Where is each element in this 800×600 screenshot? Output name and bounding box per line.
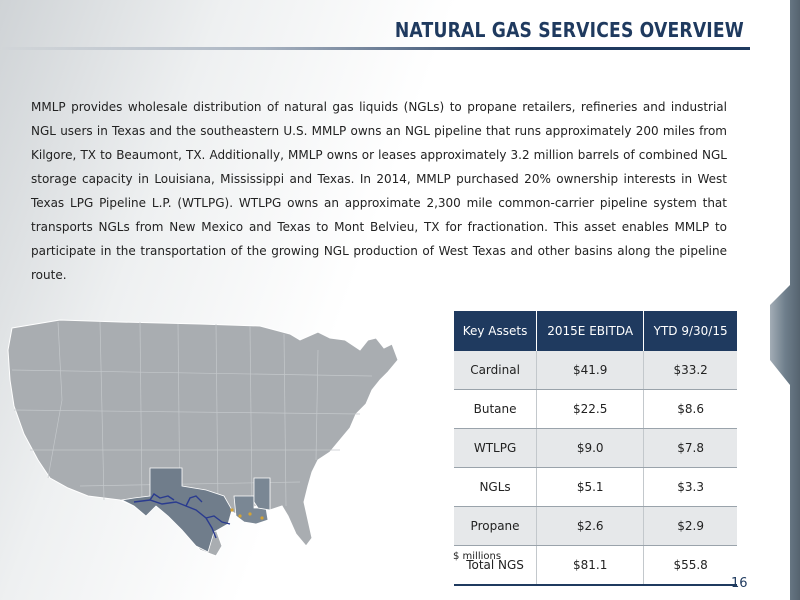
- mississippi-highlight: [253, 477, 271, 511]
- key-assets-table: Key Assets 2015E EBITDA YTD 9/30/15 Card…: [454, 311, 737, 586]
- table-cell: $5.1: [536, 467, 645, 507]
- table-cell: WTLPG: [454, 428, 538, 468]
- column-header-ytd: YTD 9/30/15: [643, 311, 737, 351]
- table-row: Propane $2.6 $2.9: [454, 506, 737, 546]
- title-underline: [0, 47, 750, 50]
- pipeline-routes: [133, 493, 231, 539]
- table-row: NGLs $5.1 $3.3: [454, 467, 737, 507]
- table-cell: $9.0: [536, 428, 645, 468]
- overview-paragraph: MMLP provides wholesale distribution of …: [31, 100, 727, 282]
- table-cell: NGLs: [454, 467, 538, 507]
- texas-highlight: [120, 467, 233, 553]
- table-header-row: Key Assets 2015E EBITDA YTD 9/30/15: [454, 311, 737, 351]
- table-cell: $2.6: [536, 506, 645, 546]
- page-title: NATURAL GAS SERVICES OVERVIEW: [394, 18, 744, 42]
- us-map-outline: [7, 319, 399, 557]
- table-cell: Cardinal: [454, 351, 538, 390]
- table-row: Butane $22.5 $8.6: [454, 389, 737, 429]
- table-cell: $41.9: [536, 351, 645, 390]
- table-cell: Total NGS: [454, 545, 538, 586]
- table-row: Cardinal $41.9 $33.2: [454, 351, 737, 390]
- page-number: 16: [731, 576, 748, 591]
- table-cell: $22.5: [536, 389, 645, 429]
- right-decorative-band: [770, 0, 800, 600]
- table-total-row: Total NGS $81.1 $55.8: [454, 545, 737, 586]
- column-header-key-assets: Key Assets: [454, 311, 538, 351]
- table-cell: $2.9: [643, 506, 737, 546]
- table-cell: $81.1: [536, 545, 645, 586]
- table-cell: $8.6: [643, 389, 737, 429]
- table-cell: $55.8: [643, 545, 737, 586]
- units-note: $ millions: [453, 551, 502, 562]
- table-cell: Butane: [454, 389, 538, 429]
- table-cell: $7.8: [643, 428, 737, 468]
- table-cell: Propane: [454, 506, 538, 546]
- table-cell: $3.3: [643, 467, 737, 507]
- table-row: WTLPG $9.0 $7.8: [454, 428, 737, 468]
- table-cell: $33.2: [643, 351, 737, 390]
- us-map-image: [7, 319, 399, 557]
- column-header-ebitda: 2015E EBITDA: [536, 311, 645, 351]
